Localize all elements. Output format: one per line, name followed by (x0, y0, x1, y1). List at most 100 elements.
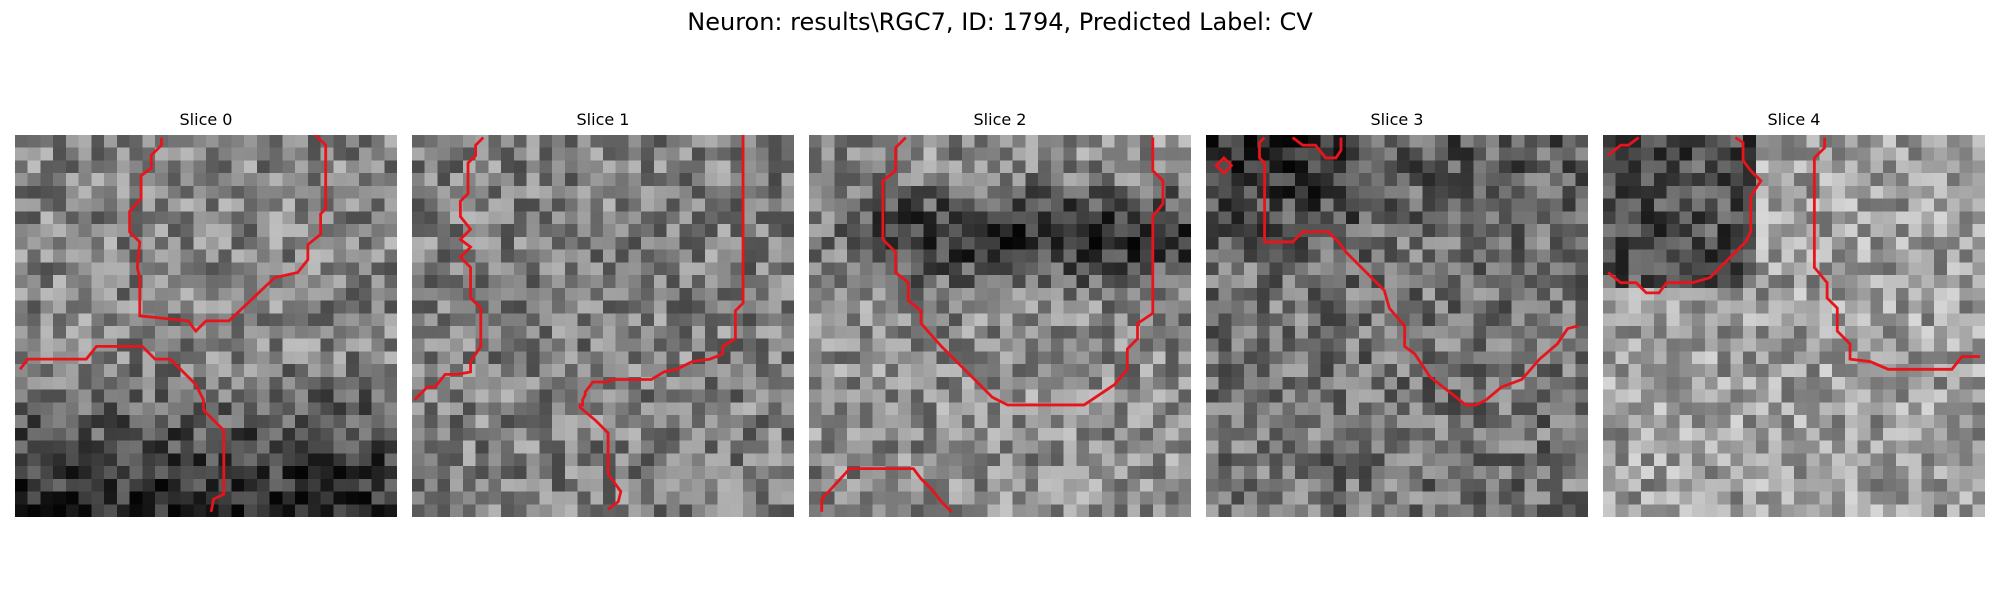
image-pixel (1819, 376, 1833, 390)
image-pixel (40, 478, 54, 492)
image-pixel (193, 211, 207, 225)
image-pixel (1679, 415, 1693, 429)
image-pixel (834, 211, 848, 225)
image-pixel (1038, 504, 1052, 517)
image-pixel (717, 160, 731, 174)
image-pixel (987, 287, 1001, 301)
image-pixel (564, 478, 578, 492)
image-pixel (717, 326, 731, 339)
image-pixel (1218, 198, 1232, 212)
image-pixel (1743, 173, 1757, 187)
image-pixel (1178, 173, 1191, 187)
image-pixel (1959, 427, 1973, 441)
image-pixel (1101, 415, 1115, 429)
image-pixel (666, 262, 680, 276)
image-pixel (1178, 478, 1191, 492)
image-pixel (1050, 351, 1064, 365)
image-pixel (1768, 389, 1782, 403)
image-pixel (1895, 224, 1909, 238)
image-pixel (1934, 351, 1948, 365)
image-pixel (1152, 326, 1166, 339)
image-pixel (1101, 275, 1115, 289)
image-pixel (450, 427, 464, 441)
image-pixel (1946, 135, 1960, 148)
image-pixel (358, 147, 372, 161)
image-pixel (1050, 236, 1064, 250)
image-pixel (27, 198, 41, 212)
image-pixel (1959, 415, 1973, 429)
image-pixel (717, 262, 731, 276)
image-pixel (1537, 198, 1551, 212)
image-pixel (1384, 262, 1398, 276)
image-pixel (1409, 262, 1423, 276)
image-pixel (1857, 135, 1871, 148)
image-pixel (1806, 415, 1820, 429)
image-pixel (307, 491, 321, 505)
image-pixel (129, 326, 143, 339)
image-pixel (1307, 262, 1321, 276)
image-pixel (847, 300, 861, 314)
image-pixel (129, 249, 143, 263)
image-pixel (1000, 364, 1013, 378)
image-pixel (155, 427, 169, 441)
image-pixel (1282, 262, 1296, 276)
image-pixel (1282, 249, 1296, 263)
image-pixel (1666, 440, 1680, 454)
image-pixel (116, 313, 130, 327)
image-pixel (1498, 402, 1512, 416)
image-pixel (1819, 491, 1833, 505)
image-pixel (15, 313, 28, 327)
image-pixel (282, 173, 296, 187)
image-pixel (1038, 427, 1052, 441)
image-pixel (615, 135, 629, 148)
image-pixel (1679, 249, 1693, 263)
image-pixel (295, 313, 309, 327)
image-pixel (1422, 147, 1436, 161)
image-pixel (679, 236, 693, 250)
image-pixel (961, 185, 975, 199)
image-pixel (346, 338, 360, 352)
image-pixel (1806, 275, 1820, 289)
image-pixel (307, 466, 321, 480)
image-pixel (27, 402, 41, 416)
slice-title-0: Slice 0 (179, 110, 233, 129)
image-pixel (653, 135, 667, 148)
image-pixel (180, 389, 194, 403)
image-pixel (1870, 262, 1884, 276)
image-pixel (40, 427, 54, 441)
image-pixel (859, 351, 873, 365)
image-pixel (1152, 275, 1166, 289)
image-pixel (1397, 198, 1410, 212)
image-pixel (885, 364, 899, 378)
image-pixel (307, 300, 321, 314)
image-pixel (53, 453, 67, 467)
image-pixel (1025, 198, 1039, 212)
image-pixel (755, 185, 769, 199)
image-pixel (768, 427, 782, 441)
image-pixel (552, 389, 566, 403)
image-pixel (244, 249, 258, 263)
image-pixel (692, 504, 706, 517)
image-pixel (1000, 262, 1013, 276)
image-pixel (167, 211, 181, 225)
slice-panel-1: Slice 1 (412, 108, 794, 517)
image-pixel (346, 364, 360, 378)
image-pixel (1050, 198, 1064, 212)
image-pixel (1089, 376, 1103, 390)
image-pixel (475, 135, 489, 148)
image-pixel (949, 364, 963, 378)
image-pixel (859, 491, 873, 505)
image-pixel (1946, 364, 1960, 378)
image-pixel (1101, 364, 1115, 378)
image-pixel (1972, 326, 1985, 339)
image-pixel (1038, 224, 1052, 238)
image-pixel (1089, 236, 1103, 250)
image-pixel (564, 313, 578, 327)
image-pixel (1460, 249, 1474, 263)
image-pixel (1384, 338, 1398, 352)
image-pixel (692, 300, 706, 314)
image-pixel (65, 236, 79, 250)
image-pixel (167, 262, 181, 276)
image-pixel (1730, 376, 1744, 390)
image-pixel (704, 173, 718, 187)
